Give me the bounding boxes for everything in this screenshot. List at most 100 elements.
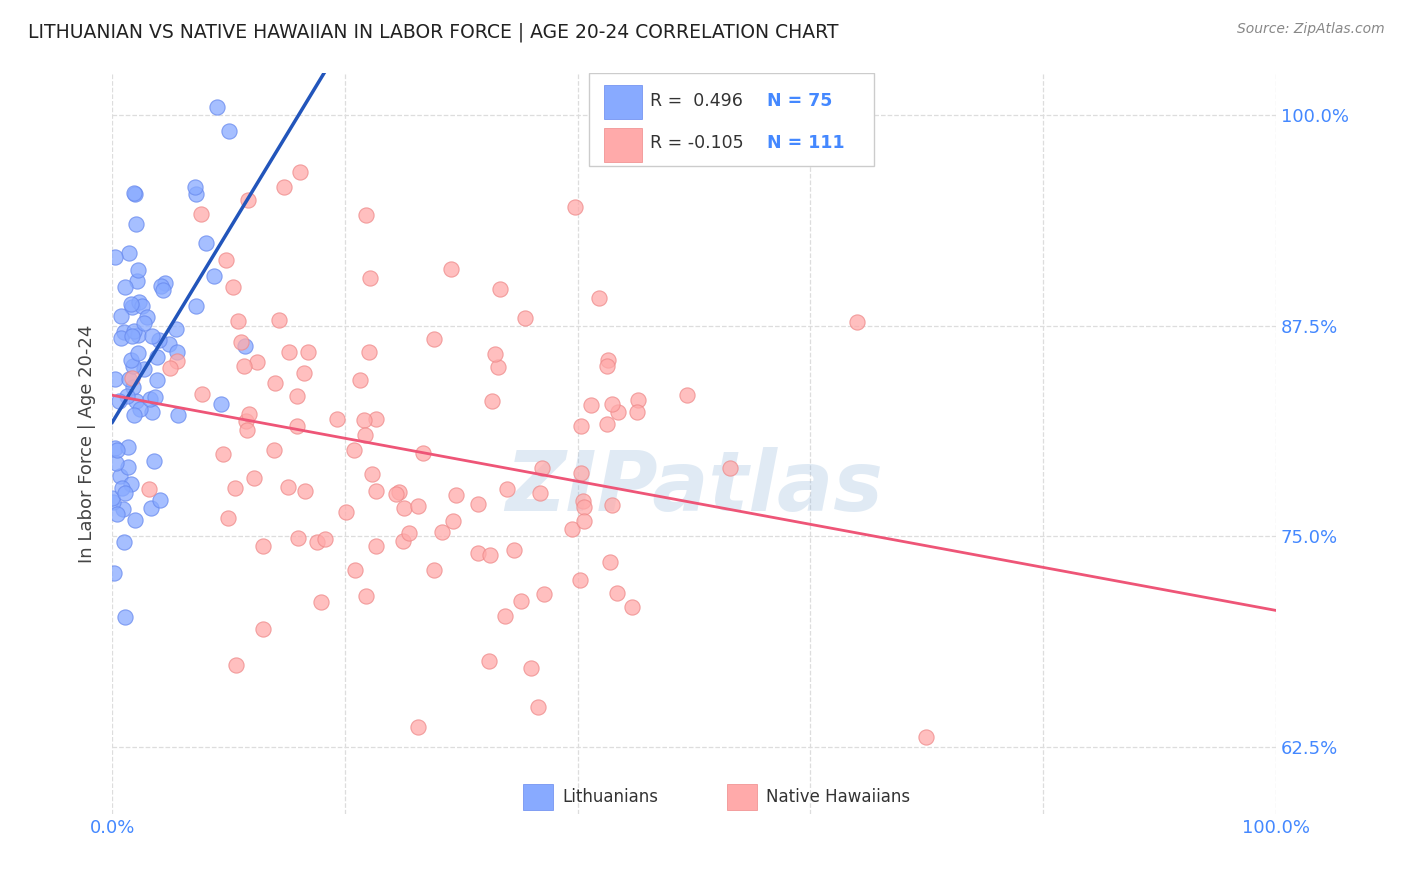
Point — [127, 327, 149, 342]
Text: R = -0.105: R = -0.105 — [650, 134, 744, 153]
Point — [309, 595, 332, 609]
Point — [529, 486, 551, 500]
Point — [676, 387, 699, 401]
Point — [184, 300, 207, 314]
Point — [353, 427, 375, 442]
Point — [191, 386, 214, 401]
Point — [252, 539, 274, 553]
Point — [110, 468, 132, 483]
Point — [364, 539, 387, 553]
Point — [581, 398, 603, 412]
Point — [288, 165, 311, 179]
Point — [110, 331, 132, 345]
Point — [273, 180, 295, 194]
Point — [349, 373, 371, 387]
Point — [120, 352, 142, 367]
Point — [118, 245, 141, 260]
Point — [121, 370, 143, 384]
FancyBboxPatch shape — [727, 784, 756, 810]
Point — [596, 353, 619, 368]
Point — [406, 720, 429, 734]
Point — [391, 534, 413, 549]
Point — [139, 500, 162, 515]
Point — [569, 419, 592, 434]
Point — [148, 333, 170, 347]
FancyBboxPatch shape — [605, 128, 641, 162]
Point — [569, 466, 592, 480]
Point — [159, 360, 181, 375]
Point — [494, 609, 516, 624]
Point — [486, 360, 509, 375]
Point — [117, 389, 139, 403]
Text: LITHUANIAN VS NATIVE HAWAIIAN IN LABOR FORCE | AGE 20-24 CORRELATION CHART: LITHUANIAN VS NATIVE HAWAIIAN IN LABOR F… — [28, 22, 838, 42]
Point — [600, 498, 623, 512]
Point — [121, 300, 143, 314]
Point — [718, 461, 741, 475]
Point — [141, 405, 163, 419]
Point — [606, 585, 628, 599]
Point — [101, 491, 124, 505]
Point — [509, 594, 531, 608]
Point — [406, 499, 429, 513]
Point — [105, 508, 128, 522]
Point — [398, 525, 420, 540]
Point — [110, 309, 132, 323]
Point — [121, 329, 143, 343]
Point — [277, 344, 299, 359]
Point — [430, 524, 453, 539]
Point — [305, 535, 328, 549]
Point — [132, 317, 155, 331]
Point — [364, 411, 387, 425]
Point — [263, 442, 285, 457]
Point — [124, 513, 146, 527]
Point — [359, 271, 381, 285]
FancyBboxPatch shape — [589, 73, 875, 166]
Point — [385, 486, 408, 500]
Point — [117, 460, 139, 475]
Point — [568, 574, 591, 588]
Point — [167, 408, 190, 422]
Point — [343, 563, 366, 577]
Point — [335, 506, 357, 520]
Point — [285, 389, 308, 403]
Point — [124, 187, 146, 202]
Point — [112, 501, 135, 516]
Point — [218, 123, 240, 137]
Point — [122, 380, 145, 394]
Point — [354, 590, 377, 604]
Point — [232, 359, 254, 374]
Text: Source: ZipAtlas.com: Source: ZipAtlas.com — [1237, 22, 1385, 37]
Point — [184, 180, 207, 194]
Point — [190, 207, 212, 221]
Y-axis label: In Labor Force | Age 20-24: In Labor Force | Age 20-24 — [79, 325, 96, 563]
Point — [122, 186, 145, 201]
Point — [112, 534, 135, 549]
Point — [440, 262, 463, 277]
Point — [138, 392, 160, 406]
Point — [114, 610, 136, 624]
Point — [209, 396, 232, 410]
Point — [596, 417, 619, 432]
Point — [122, 409, 145, 423]
Point — [128, 294, 150, 309]
Point — [574, 500, 596, 514]
Point — [422, 331, 444, 345]
FancyBboxPatch shape — [605, 86, 641, 120]
Text: R =  0.496: R = 0.496 — [650, 92, 742, 110]
Point — [520, 660, 543, 674]
Point — [122, 359, 145, 373]
Point — [571, 494, 593, 508]
Point — [131, 299, 153, 313]
Point — [224, 481, 246, 495]
Point — [513, 311, 536, 326]
FancyBboxPatch shape — [523, 784, 554, 810]
Point — [366, 483, 388, 498]
Point — [564, 201, 586, 215]
Point — [165, 321, 187, 335]
Point — [444, 488, 467, 502]
Point — [104, 456, 127, 470]
Point — [478, 654, 501, 668]
Point — [205, 100, 228, 114]
Point — [134, 362, 156, 376]
Point — [217, 511, 239, 525]
